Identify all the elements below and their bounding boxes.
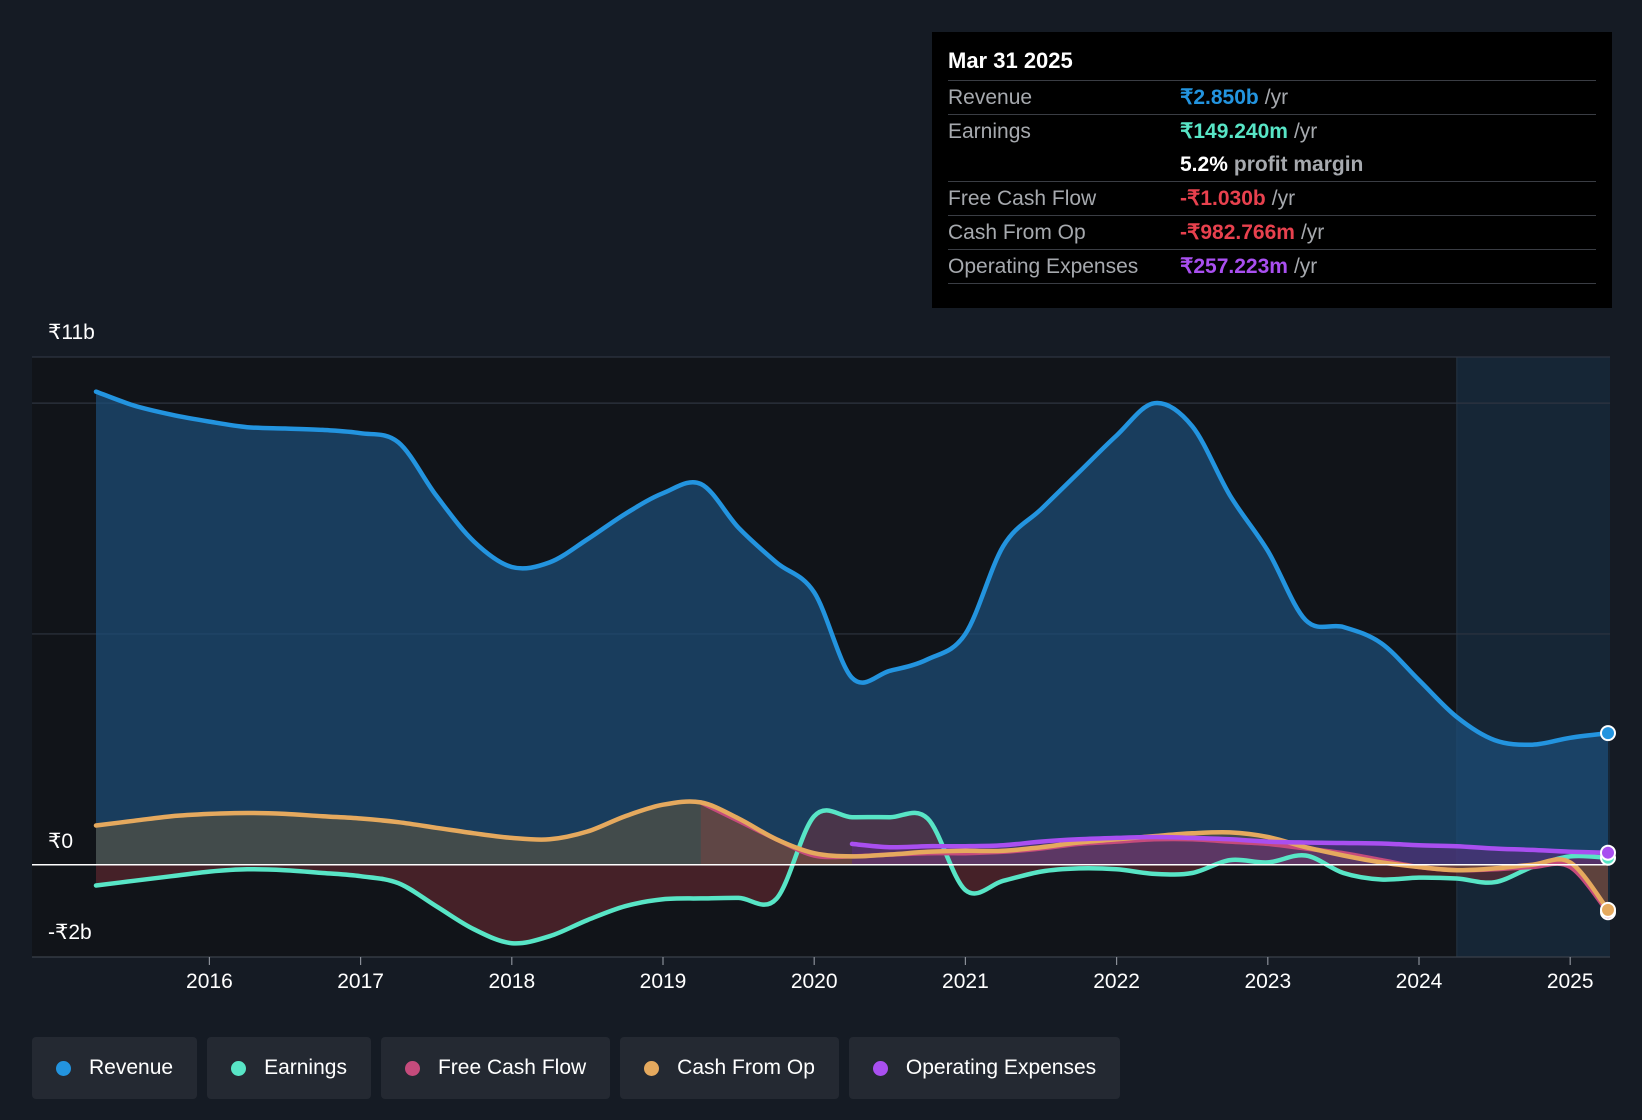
x-ticks (208, 957, 1571, 965)
legend: Revenue Earnings Free Cash Flow Cash Fro… (32, 1037, 1130, 1099)
x-tick-label: 2021 (942, 970, 989, 993)
x-tick-label: 2022 (1093, 970, 1140, 993)
tooltip-label: Free Cash Flow (948, 186, 1097, 210)
tooltip-value: ₹149.240m (1180, 120, 1288, 143)
tooltip-divider (948, 283, 1596, 284)
x-tick-label: 2019 (639, 970, 687, 993)
tooltip-value: 5.2% (1180, 152, 1228, 176)
tooltip-unit: /yr (1293, 119, 1318, 143)
x-tick-label: 2017 (337, 970, 384, 993)
legend-label: Free Cash Flow (437, 1056, 587, 1079)
x-tick-label: 2018 (488, 970, 536, 993)
earnings-dot-icon (231, 1060, 247, 1076)
legend-item-earnings[interactable]: Earnings (207, 1037, 371, 1099)
tooltip-unit: /yr (1300, 220, 1325, 244)
y-tick-label-zero: ₹0 (48, 830, 74, 853)
x-tick-label: 2025 (1546, 970, 1594, 993)
legend-label: Operating Expenses (905, 1056, 1097, 1079)
operating-expenses-end-point (1600, 844, 1616, 861)
cash-from-op-dot-icon (644, 1060, 660, 1076)
revenue-line (93, 389, 1611, 748)
cash-from-op-end-point (1600, 901, 1616, 918)
legend-item-revenue[interactable]: Revenue (32, 1037, 198, 1099)
legend-item-cash-from-op[interactable]: Cash From Op (620, 1037, 839, 1099)
tooltip-value: ₹257.223m (1180, 255, 1288, 278)
legend-label: Cash From Op (677, 1056, 815, 1079)
operating-expenses-dot-icon (872, 1060, 888, 1076)
y-tick-label-bottom: -₹2b (48, 921, 92, 944)
revenue-area (96, 391, 1608, 865)
tooltip-row-revenue: Revenue ₹2.850b /yr (948, 80, 1596, 114)
legend-label: Revenue (89, 1056, 174, 1079)
series-lines (93, 389, 1611, 946)
tooltip-value: -₹982.766m (1180, 221, 1295, 244)
tooltip-label: Earnings (948, 119, 1031, 143)
x-tick-label: 2024 (1395, 970, 1443, 993)
tooltip-unit: /yr (1271, 186, 1296, 210)
tooltip-row-earnings: Earnings ₹149.240m /yr (948, 114, 1596, 148)
tooltip-unit: /yr (1264, 85, 1289, 109)
tooltip-unit: profit margin (1233, 152, 1364, 176)
earnings-area (96, 810, 1608, 944)
tooltip-row-free-cash-flow: Free Cash Flow -₹1.030b /yr (948, 181, 1596, 215)
x-tick-label: 2020 (790, 970, 838, 993)
tooltip-date: Mar 31 2025 (948, 48, 1073, 73)
earnings-line (93, 808, 1611, 946)
tooltip-row-cash-from-op: Cash From Op -₹982.766m /yr (948, 215, 1596, 249)
legend-label: Earnings (264, 1056, 347, 1079)
operating-expenses-area (852, 837, 1608, 865)
x-tick-label: 2023 (1244, 970, 1292, 993)
legend-item-free-cash-flow[interactable]: Free Cash Flow (380, 1037, 611, 1099)
operating-expenses-line (849, 834, 1611, 855)
tooltip-label: Operating Expenses (948, 254, 1139, 278)
series-endpoints (1600, 725, 1616, 921)
cash-from-op-line (93, 799, 1611, 913)
tooltip-unit: /yr (1293, 254, 1318, 278)
tooltip: Mar 31 2025 Revenue ₹2.850b /yr Earnings… (932, 32, 1612, 308)
tooltip-value: ₹2.850b (1180, 86, 1259, 109)
x-tick-label: 2016 (186, 970, 233, 993)
y-tick-label-top: ₹11b (48, 321, 95, 344)
tooltip-value: -₹1.030b (1180, 187, 1266, 210)
tooltip-row-profit-margin: 5.2% profit margin (948, 148, 1596, 181)
free-cash-flow-dot-icon (404, 1060, 420, 1076)
tooltip-label: Cash From Op (948, 220, 1086, 244)
legend-item-operating-expenses[interactable]: Operating Expenses (848, 1037, 1121, 1099)
revenue-dot-icon (56, 1060, 71, 1076)
revenue-end-point (1600, 725, 1616, 742)
tooltip-label: Revenue (948, 85, 1033, 109)
tooltip-row-operating-expenses: Operating Expenses ₹257.223m /yr (948, 249, 1596, 283)
